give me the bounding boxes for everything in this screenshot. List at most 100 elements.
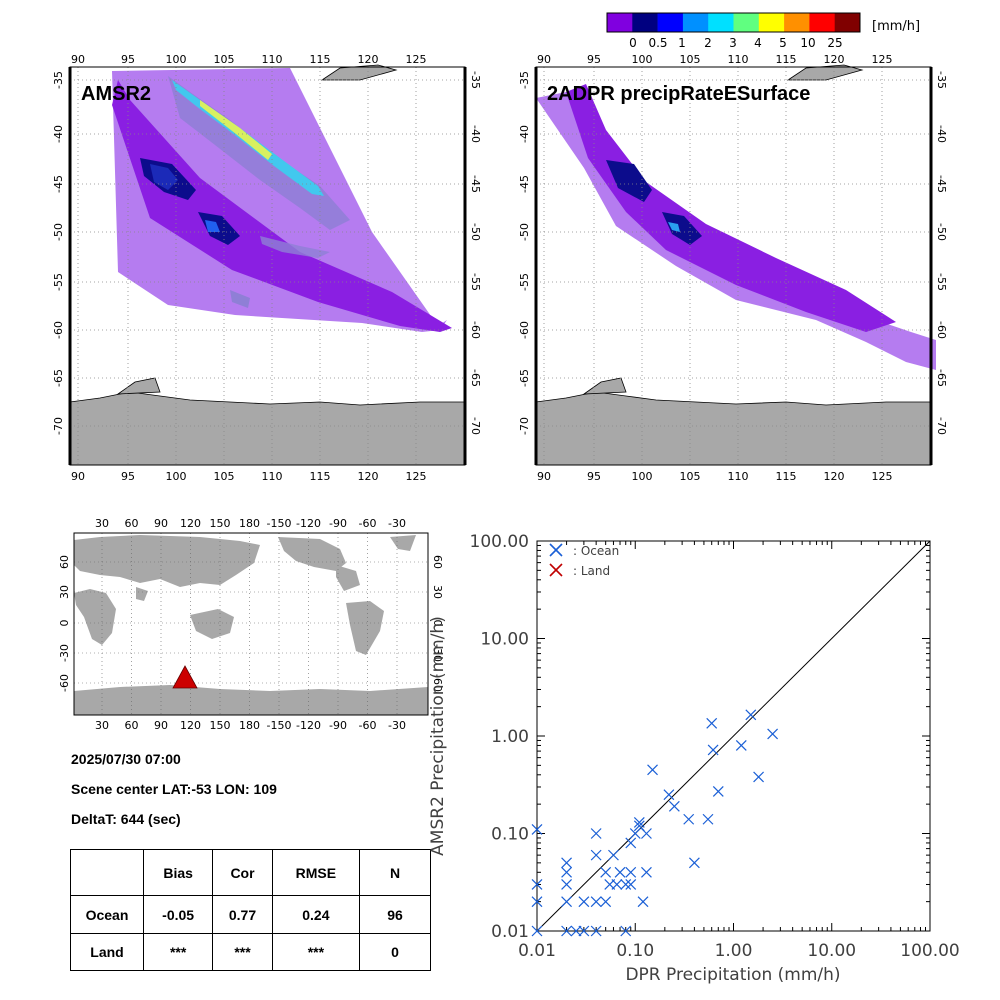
lat-tick-label: 0 xyxy=(431,620,444,627)
lat-tick-label: 0 xyxy=(58,620,71,627)
amsr2-lon-ticks-top: 90 95 100 105 110 115 120 125 xyxy=(71,53,427,66)
world-bottom-ticks: 30 60 90 120 150 180 -150 -120 -90 -60 -30 xyxy=(95,719,406,732)
scatter-point xyxy=(620,925,632,937)
delta-t: DeltaT: 644 (sec) xyxy=(71,811,181,827)
colorbar-swatch xyxy=(809,13,835,32)
lat-tick-label: -70 xyxy=(52,417,65,435)
scatter-point xyxy=(735,740,747,751)
colorbar-swatch xyxy=(682,13,709,32)
stats-land-rmse: *** xyxy=(271,933,361,971)
colorbar-swatch xyxy=(708,13,734,32)
colorbar-label: 10 xyxy=(800,36,815,50)
lat-tick-label: -60 xyxy=(469,321,482,339)
scatter-point xyxy=(590,896,602,908)
lat-tick-label: -70 xyxy=(518,417,531,435)
y-tick-label: 100.00 xyxy=(470,532,529,552)
stats-table: Bias Cor RMSE N Ocean -0.05 0.77 0.24 96… xyxy=(70,849,431,971)
lon-tick-label: -60 xyxy=(359,517,377,530)
colorbar-swatch xyxy=(632,13,658,32)
lat-tick-label: -35 xyxy=(518,71,531,89)
lat-tick-label: -45 xyxy=(52,175,65,193)
lat-tick-label: -45 xyxy=(469,175,482,193)
lon-tick-label: -120 xyxy=(296,517,321,530)
scatter-point xyxy=(561,896,573,908)
stats-ocean-bias: -0.05 xyxy=(142,895,214,934)
x-tick-label: 0.10 xyxy=(616,941,654,961)
scatter-point xyxy=(707,744,719,756)
lat-tick-label: -40 xyxy=(469,125,482,143)
lon-tick-label: 120 xyxy=(824,53,845,66)
stats-ocean-label: Ocean xyxy=(70,895,144,934)
lon-tick-label: -30 xyxy=(388,719,406,732)
lon-tick-label: 105 xyxy=(680,53,701,66)
lon-tick-label: 150 xyxy=(210,517,231,530)
x-tick-label: 1.00 xyxy=(715,941,753,961)
world-grid xyxy=(74,533,428,715)
lat-tick-label: -60 xyxy=(431,674,444,692)
amsr2-lat-ticks-left: -35 -40 -45 -50 -55 -60 -65 -70 xyxy=(52,71,65,435)
scatter-point xyxy=(600,866,612,878)
x-axis-label: DPR Precipitation (mm/h) xyxy=(625,965,840,985)
scatter-point xyxy=(611,879,623,890)
colorbar-swatches xyxy=(607,13,861,32)
legend-marker xyxy=(549,563,563,577)
lat-tick-label: -40 xyxy=(52,125,65,143)
amsr2-lon-ticks-bottom: 90 95 100 105 110 115 120 125 xyxy=(71,470,427,483)
scatter-point xyxy=(531,896,543,908)
scatter-point xyxy=(712,786,724,797)
lon-tick-label: 115 xyxy=(310,470,331,483)
scene-center: Scene center LAT:-53 LON: 109 xyxy=(71,781,277,797)
lon-tick-label: -30 xyxy=(388,517,406,530)
scatter-point xyxy=(608,849,619,861)
lat-tick-label: -30 xyxy=(431,644,444,662)
lat-tick-label: -55 xyxy=(518,273,531,291)
lon-tick-label: 110 xyxy=(728,470,749,483)
one-to-one-line xyxy=(536,540,931,932)
lon-tick-label: 120 xyxy=(358,53,379,66)
scatter-point xyxy=(578,896,590,908)
lat-tick-label: -40 xyxy=(935,125,948,143)
lat-tick-label: -50 xyxy=(52,223,65,241)
lat-tick-label: -45 xyxy=(935,175,948,193)
y-tick-label: 0.01 xyxy=(491,922,529,942)
lon-tick-label: 120 xyxy=(180,517,201,530)
stats-land-label: Land xyxy=(70,933,144,971)
scatter-point xyxy=(702,813,714,825)
lon-tick-label: 100 xyxy=(166,53,187,66)
lat-tick-label: -55 xyxy=(52,273,65,291)
y-axis-label: AMSR2 Precipitation (mm/h) xyxy=(428,616,448,856)
scatter-points xyxy=(531,709,779,937)
colorbar-label: 1 xyxy=(678,36,686,50)
lon-tick-label: 95 xyxy=(587,470,601,483)
lon-tick-label: 115 xyxy=(310,53,331,66)
lon-tick-label: 60 xyxy=(125,719,139,732)
dpr-lat-ticks-left: -35 -40 -45 -50 -55 -60 -65 -70 xyxy=(518,71,531,435)
colorbar-label: 0.5 xyxy=(648,36,667,50)
lon-tick-label: 115 xyxy=(776,470,797,483)
colorbar-label: 0 xyxy=(629,36,637,50)
lon-tick-label: 125 xyxy=(872,470,893,483)
overpass-datetime: 2025/07/30 07:00 xyxy=(71,751,181,767)
legend-marker xyxy=(549,543,563,557)
lat-tick-label: -55 xyxy=(469,273,482,291)
lon-tick-label: 125 xyxy=(406,470,427,483)
scatter-point xyxy=(590,828,602,839)
lat-tick-label: -65 xyxy=(469,369,482,387)
lon-tick-label: 125 xyxy=(872,53,893,66)
lon-tick-label: -90 xyxy=(329,719,347,732)
dpr-lon-ticks-bottom: 90 95 100 105 110 115 120 125 xyxy=(537,470,893,483)
lat-tick-label: -65 xyxy=(935,369,948,387)
lat-tick-label: -50 xyxy=(469,223,482,241)
lat-tick-label: -60 xyxy=(52,321,65,339)
stats-header-n: N xyxy=(359,849,431,896)
colorbar-swatch xyxy=(607,13,633,32)
y-tick-label: 0.10 xyxy=(491,825,529,845)
scatter-point xyxy=(578,925,590,937)
lon-tick-label: -150 xyxy=(267,517,292,530)
stats-row-ocean: Ocean -0.05 0.77 0.24 96 xyxy=(70,895,431,934)
dpr-lon-ticks-top: 90 95 100 105 110 115 120 125 xyxy=(537,53,893,66)
world-lat-ticks: 60 60 30 30 0 0 -30 -30 -60 -60 xyxy=(58,555,444,692)
colorbar-swatch xyxy=(784,13,810,32)
lon-tick-label: 100 xyxy=(632,53,653,66)
scatter-point xyxy=(531,879,543,890)
